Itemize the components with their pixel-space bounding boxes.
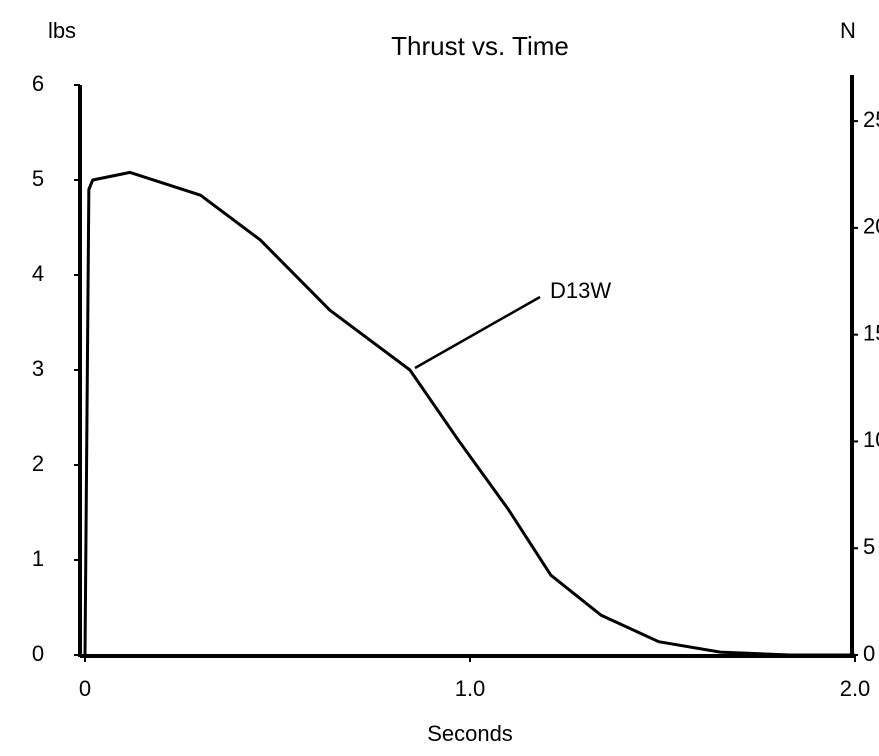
y-tick-label: 5 (32, 166, 44, 191)
y-tick-label: 0 (32, 641, 44, 666)
y2-tick-label: 10 (863, 427, 879, 452)
annotation-leader (414, 295, 541, 370)
x-tick-label: 1.0 (455, 676, 486, 701)
y-tick-label: 1 (32, 546, 44, 571)
y-tick-label: 2 (32, 451, 44, 476)
annotation: D13W (550, 278, 611, 303)
x-axis-label: Seconds (427, 721, 513, 746)
x-tick-label: 0 (79, 676, 91, 701)
y-tick-label: 3 (32, 356, 44, 381)
y-axis-label: lbs (48, 18, 76, 43)
y2-tick-label: 20 (863, 214, 879, 239)
y2-tick-label: 25 (863, 107, 879, 132)
line-series (83, 170, 855, 657)
y2-axis-label: N (840, 18, 856, 43)
chart-title: Thrust vs. Time (391, 31, 569, 61)
y-tick-label: 6 (32, 71, 44, 96)
x-tick-label: 2.0 (840, 676, 871, 701)
y2-tick-label: 5 (863, 534, 875, 559)
y2-tick-label: 15 (863, 320, 879, 345)
y2-tick-label: 0 (863, 641, 875, 666)
y-tick-label: 4 (32, 261, 44, 286)
